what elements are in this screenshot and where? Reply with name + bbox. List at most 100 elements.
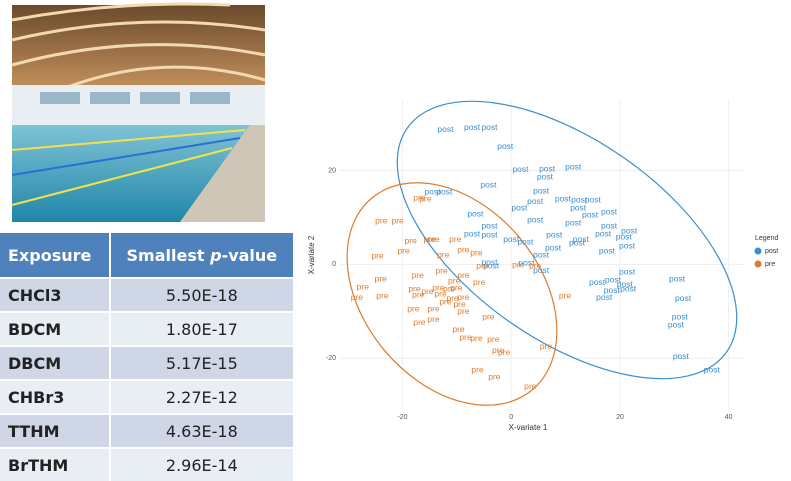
table-row: DBCM 5.17E-15 <box>0 345 296 380</box>
legend-label: post <box>765 248 778 255</box>
legend-marker <box>754 260 762 268</box>
pool-deck <box>180 125 265 222</box>
point-label: pre <box>439 297 452 307</box>
header-text: -value <box>221 245 278 265</box>
legend-label: pre <box>765 261 775 268</box>
point-label: post <box>605 275 622 285</box>
header-text: Smallest <box>126 245 211 265</box>
x-tick-label: 0 <box>509 414 513 421</box>
point-label: pre <box>371 251 384 261</box>
point-label: post <box>619 267 636 277</box>
windows <box>40 92 230 104</box>
point-label: post <box>483 261 500 271</box>
point-label: pre <box>470 333 483 343</box>
point-label: pre <box>376 291 389 301</box>
lane-ropes <box>11 129 246 206</box>
point-label: post <box>533 250 550 260</box>
table-row: CHCl3 5.50E-18 <box>0 277 296 312</box>
header-cell: Exposure <box>0 233 111 278</box>
table-cell: DBCM <box>0 345 111 380</box>
point-label: pre <box>452 324 465 334</box>
table-cell: 1.80E-17 <box>109 311 296 346</box>
point-label: pre <box>427 304 440 314</box>
point-label: pre <box>436 266 449 276</box>
table-cell: CHBr3 <box>0 379 111 414</box>
point-label: post <box>620 284 637 294</box>
point-label: pre <box>450 283 463 293</box>
point-label: post <box>569 238 586 248</box>
point-label: post <box>518 258 535 268</box>
table-cell: 5.50E-18 <box>109 277 296 312</box>
table-cell: TTHM <box>0 413 111 448</box>
point-label: pre <box>397 245 410 255</box>
legend-marker <box>754 247 762 255</box>
point-label: post <box>668 320 685 330</box>
point-label: pre <box>357 282 370 292</box>
point-label: pre <box>375 274 388 284</box>
results-table: Exposure Smallest p-value CHCl3 5.50E-18 B… <box>0 233 296 481</box>
point-label: post <box>464 229 481 239</box>
point-label: post <box>704 364 721 374</box>
point-label: pre <box>476 261 489 271</box>
x-tick-label: -20 <box>397 414 407 421</box>
point-label: pre <box>512 260 525 270</box>
point-label: pre <box>407 304 420 314</box>
point-label: pre <box>492 345 505 355</box>
table-cell: 2.96E-14 <box>109 447 296 481</box>
point-label: pre <box>437 250 450 260</box>
table-cell: 5.17E-15 <box>109 345 296 380</box>
point-label: pre <box>412 270 425 280</box>
point-label: pre <box>432 283 445 293</box>
point-label: pre <box>471 364 484 374</box>
point-label: pre <box>540 341 553 351</box>
point-label: post <box>604 285 621 295</box>
header-text: p <box>210 245 222 265</box>
table-cell: 2.27E-12 <box>109 379 296 414</box>
point-label: pre <box>457 245 470 255</box>
point-label: pre <box>459 332 472 342</box>
point-label: pre <box>457 306 470 316</box>
point-label: post <box>599 245 616 255</box>
y-tick-label: -20 <box>326 355 336 362</box>
point-label: pre <box>449 234 462 244</box>
legend-title: Legend <box>755 235 778 242</box>
point-label: post <box>546 230 563 240</box>
point-label: pre <box>351 292 364 302</box>
point-label: pre <box>443 284 456 294</box>
y-axis-label: X-variate 2 <box>307 235 316 274</box>
point-label: pre <box>470 247 483 257</box>
table-cell: BDCM <box>0 311 111 346</box>
table-cell: 4.63E-18 <box>109 413 296 448</box>
point-label: pre <box>457 270 470 280</box>
point-label: pre <box>405 236 418 246</box>
header-cell: Smallest p-value <box>109 233 296 278</box>
point-label: pre <box>559 291 572 301</box>
table-cell: CHCl3 <box>0 277 111 312</box>
point-label: pre <box>453 299 466 309</box>
point-label: post <box>503 234 520 244</box>
point-label: post <box>545 243 562 253</box>
point-label: post <box>672 312 689 322</box>
point-label: pre <box>413 317 426 327</box>
point-label: pre <box>421 286 434 296</box>
point-label: pre <box>408 284 421 294</box>
point-label: pre <box>434 289 447 299</box>
x-tick-label: 20 <box>616 414 624 421</box>
roof-beams <box>11 2 266 92</box>
point-label: post <box>617 279 634 289</box>
table-row: BrTHM 2.96E-14 <box>0 447 296 481</box>
point-label: pre <box>487 334 500 344</box>
x-tick-label: 40 <box>725 414 733 421</box>
pool-photo <box>11 2 266 222</box>
point-label: post <box>589 277 606 287</box>
point-label: pre <box>524 381 537 391</box>
point-label: pre <box>457 292 470 302</box>
table-row: BDCM 1.80E-17 <box>0 311 296 346</box>
point-label: pre <box>446 293 459 303</box>
point-label: pre <box>427 314 440 324</box>
point-label: pre <box>473 277 486 287</box>
point-label: post <box>481 230 498 240</box>
point-label: pre <box>488 371 501 381</box>
wall <box>12 85 265 125</box>
